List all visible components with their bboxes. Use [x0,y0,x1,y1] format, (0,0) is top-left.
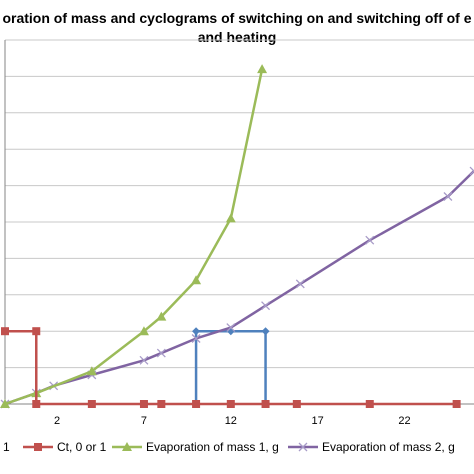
legend-entry: Evaporation of mass 2, g [288,440,455,454]
data-point [225,213,236,223]
data-point [298,442,308,452]
data-point [156,348,166,358]
data-point [261,327,270,336]
x-tick-label: 2 [54,415,60,427]
legend-entry: Evaporation of mass 1, g [112,440,279,454]
data-point [34,443,42,451]
x-tick-label: 12 [225,415,237,427]
legend-label: Evaporation of mass 1, g [146,440,279,454]
chart-title: oration of mass and cyclograms of switch… [2,10,471,45]
data-point [261,400,270,408]
legend-entry: Ct, 0 or 1 [23,440,107,454]
legend-label: Evaporation of mass 2, g [322,440,455,454]
data-point [365,235,375,245]
series-ct-0-or-1 [1,327,461,408]
data-point [156,311,167,321]
chart-title-line: oration of mass and cyclograms of switch… [2,10,471,26]
data-point [226,400,235,408]
data-point [32,327,41,336]
data-point [139,400,148,408]
series-evaporation-of-mass-1-g [0,64,268,408]
legend-label: Ct, 0 or 1 [57,440,107,454]
data-point [292,400,301,408]
data-point [443,192,453,201]
series-line [4,170,474,406]
data-point [0,399,10,408]
data-point [32,400,41,408]
x-tick-label: 17 [312,415,324,427]
data-point [295,279,305,289]
data-point [87,400,96,408]
x-tick-label: 7 [141,415,147,427]
data-point [86,366,97,376]
x-axis-ticks: 2 7 12 17 22 [54,415,411,427]
data-point [365,400,374,408]
data-point [191,275,202,285]
data-point [122,442,132,451]
series-line [4,68,264,406]
x-tick-label: 22 [398,415,410,427]
data-point [469,166,474,176]
data-point [139,355,149,365]
data-point [261,301,271,311]
series-line [5,329,457,406]
data-point [226,323,236,333]
series-area [0,64,474,409]
series-evaporation-of-mass-2-g [0,166,474,409]
legend-partial-label: 1 [3,440,10,454]
data-point [257,64,268,74]
data-point [192,400,201,408]
data-point [157,400,166,408]
chart-title-line: and heating [198,29,277,45]
data-point [138,326,149,336]
legend: 1 Ct, 0 or 1 Evaporation of mass 1, g Evapo… [3,440,455,454]
data-point [1,327,9,336]
data-point [192,327,201,336]
data-point [191,334,201,343]
gridlines [4,39,474,405]
data-point [452,400,461,408]
